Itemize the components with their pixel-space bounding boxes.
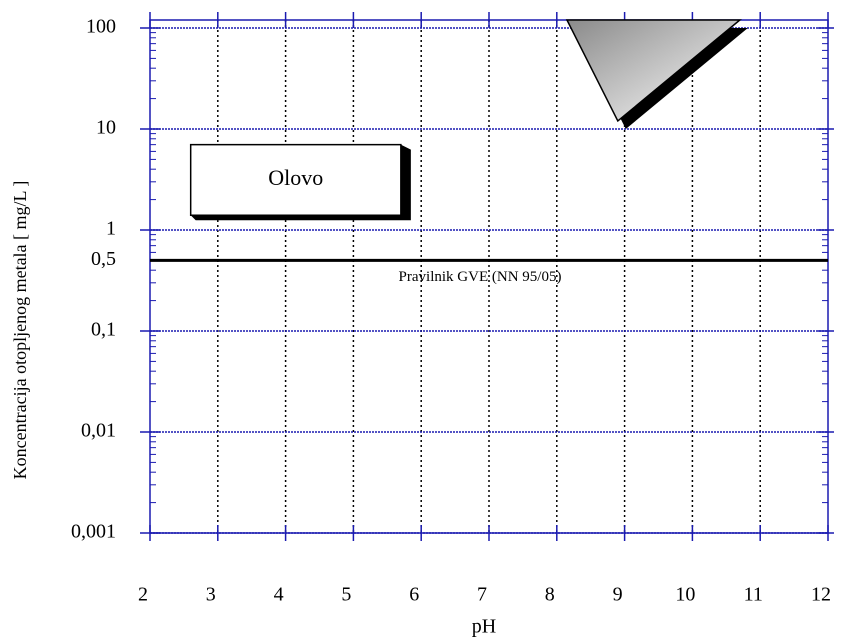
- x-tick-label: 10: [675, 584, 695, 606]
- y-tick-label: 0,01: [81, 420, 116, 442]
- y-axis-label: Koncentracija otopljenog metala [ mg/L ]: [10, 181, 30, 480]
- x-tick-label: 4: [274, 584, 284, 606]
- x-tick-label: 8: [545, 584, 555, 606]
- x-tick-label: 2: [138, 584, 148, 606]
- plot-frame: [149, 19, 829, 534]
- y-tick-label: 0,1: [91, 319, 116, 341]
- region: [189, 143, 402, 216]
- y-tick-label: 0,001: [71, 521, 116, 543]
- polygon-region: [565, 19, 742, 123]
- x-tick-label: 3: [206, 584, 216, 606]
- x-tick-label: 11: [744, 584, 763, 606]
- x-tick-label: 12: [811, 584, 831, 606]
- x-tick-label: 7: [477, 584, 487, 606]
- region-label: Olovo: [268, 165, 323, 190]
- threshold-value-label: 0,5: [91, 248, 116, 270]
- y-tick-label: 1: [106, 218, 116, 240]
- x-tick-label: 6: [409, 584, 419, 606]
- x-axis-label: pH: [472, 616, 496, 638]
- x-tick-label: 5: [341, 584, 351, 606]
- x-tick-label: 9: [613, 584, 623, 606]
- y-tick-label: 10: [96, 117, 116, 139]
- threshold-text: Pravilnik GVE (NN 95/05): [399, 269, 562, 285]
- y-tick-label: 100: [86, 16, 116, 38]
